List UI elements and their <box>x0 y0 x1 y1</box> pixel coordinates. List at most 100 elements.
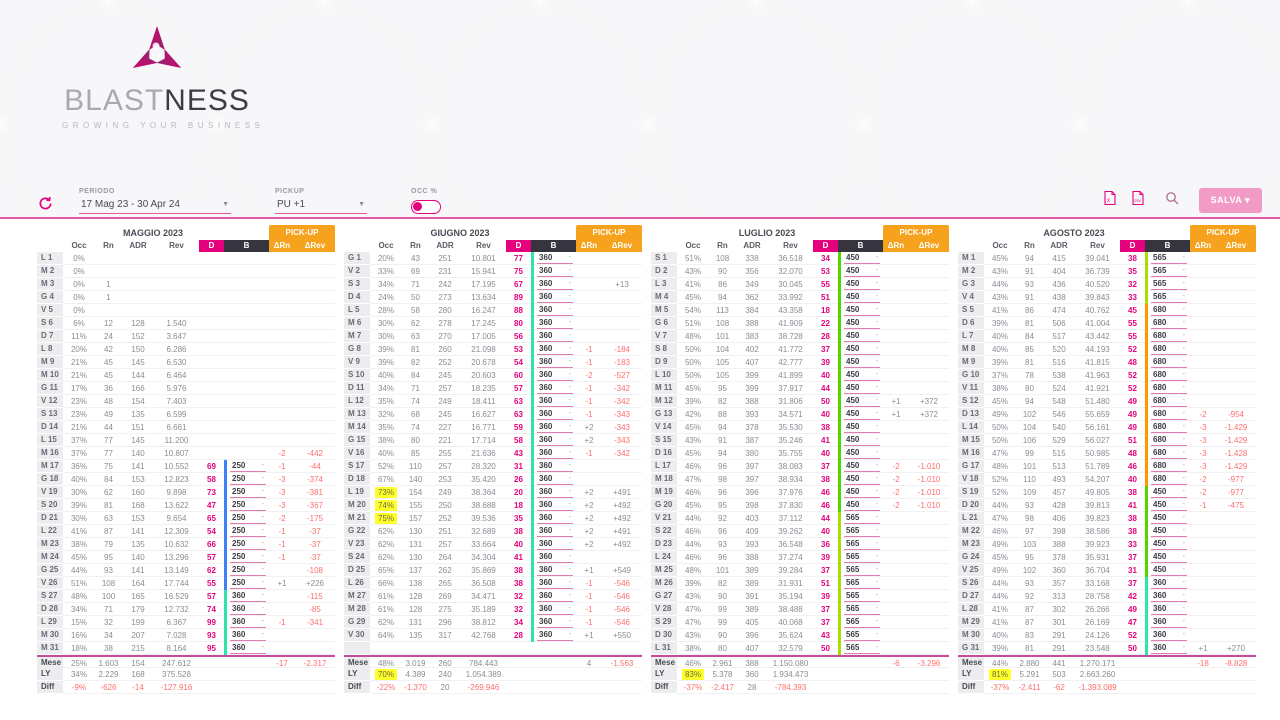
budget-input[interactable]: 360- <box>537 474 573 485</box>
budget-input[interactable]: 450- <box>1151 526 1187 537</box>
budget-input[interactable]: 450- <box>1151 487 1187 498</box>
budget-input[interactable]: 360- <box>537 292 573 303</box>
budget-input[interactable]: 360- <box>537 461 573 472</box>
budget-input[interactable]: 680- <box>1151 357 1187 368</box>
budget-input[interactable]: 360- <box>537 487 573 498</box>
budget-input[interactable]: 360- <box>1151 630 1187 641</box>
budget-input[interactable]: 360- <box>537 266 573 277</box>
budget-input[interactable]: 450- <box>844 370 880 381</box>
budget-input[interactable]: 450- <box>844 331 880 342</box>
budget-input[interactable]: 250- <box>230 526 266 537</box>
budget-input[interactable]: 360- <box>230 630 266 641</box>
budget-input[interactable]: 360- <box>537 591 573 602</box>
budget-input[interactable]: 360- <box>1151 591 1187 602</box>
budget-input[interactable]: 250- <box>230 500 266 511</box>
budget-input[interactable]: 450- <box>844 500 880 511</box>
budget-input[interactable]: 450- <box>844 448 880 459</box>
budget-input[interactable]: 360- <box>537 331 573 342</box>
budget-input[interactable]: 680- <box>1151 344 1187 355</box>
budget-input[interactable]: 450- <box>844 422 880 433</box>
budget-input[interactable]: 450- <box>844 253 880 264</box>
budget-input[interactable]: 450- <box>844 461 880 472</box>
budget-input[interactable]: 250- <box>230 487 266 498</box>
budget-input[interactable]: 360- <box>1151 604 1187 615</box>
budget-input[interactable]: 360- <box>537 448 573 459</box>
budget-input[interactable]: 680- <box>1151 396 1187 407</box>
budget-input[interactable]: 565- <box>1151 253 1187 264</box>
budget-input[interactable]: 360- <box>537 604 573 615</box>
budget-input[interactable]: 450- <box>1151 552 1187 563</box>
budget-input[interactable]: 360- <box>537 565 573 576</box>
budget-input[interactable]: 360- <box>1151 617 1187 628</box>
budget-input[interactable]: 250- <box>230 539 266 550</box>
excel-export-icon[interactable]: x <box>1103 190 1117 211</box>
budget-input[interactable]: 360- <box>537 422 573 433</box>
budget-input[interactable]: 360- <box>230 617 266 628</box>
budget-input[interactable]: 680- <box>1151 305 1187 316</box>
budget-input[interactable]: 360- <box>537 435 573 446</box>
budget-input[interactable]: 680- <box>1151 448 1187 459</box>
budget-input[interactable]: 360- <box>537 279 573 290</box>
budget-input[interactable]: 450- <box>844 292 880 303</box>
budget-input[interactable]: 360- <box>537 370 573 381</box>
budget-input[interactable]: 360- <box>230 604 266 615</box>
budget-input[interactable]: 565- <box>844 643 880 654</box>
budget-input[interactable]: 250- <box>230 513 266 524</box>
budget-input[interactable]: 360- <box>537 357 573 368</box>
budget-input[interactable]: 360- <box>537 552 573 563</box>
budget-input[interactable]: 565- <box>1151 266 1187 277</box>
budget-input[interactable]: 360- <box>537 383 573 394</box>
budget-input[interactable]: 680- <box>1151 474 1187 485</box>
budget-input[interactable]: 450- <box>1151 539 1187 550</box>
budget-input[interactable]: 360- <box>537 617 573 628</box>
budget-input[interactable]: 360- <box>537 630 573 641</box>
budget-input[interactable]: 565- <box>844 617 880 628</box>
budget-input[interactable]: 450- <box>844 344 880 355</box>
occ-toggle[interactable] <box>411 200 441 214</box>
budget-input[interactable]: 360- <box>537 344 573 355</box>
budget-input[interactable]: 680- <box>1151 435 1187 446</box>
budget-input[interactable]: 360- <box>537 500 573 511</box>
budget-input[interactable]: 360- <box>537 526 573 537</box>
budget-input[interactable]: 360- <box>1151 643 1187 654</box>
budget-input[interactable]: 680- <box>1151 383 1187 394</box>
budget-input[interactable]: 250- <box>230 474 266 485</box>
salva-button[interactable]: SALVA ▾ <box>1198 188 1262 213</box>
budget-input[interactable]: 360- <box>537 409 573 420</box>
budget-input[interactable]: 450- <box>844 474 880 485</box>
budget-input[interactable]: 250- <box>230 461 266 472</box>
budget-input[interactable]: 360- <box>537 318 573 329</box>
budget-input[interactable]: 450- <box>844 435 880 446</box>
budget-input[interactable]: 450- <box>844 357 880 368</box>
budget-input[interactable]: 565- <box>844 513 880 524</box>
budget-input[interactable]: 680- <box>1151 370 1187 381</box>
budget-input[interactable]: 250- <box>230 578 266 589</box>
budget-input[interactable]: 360- <box>230 643 266 654</box>
search-icon[interactable] <box>1165 191 1179 210</box>
budget-input[interactable]: 565- <box>1151 279 1187 290</box>
refresh-icon[interactable] <box>38 196 53 216</box>
budget-input[interactable]: 450- <box>844 487 880 498</box>
budget-input[interactable]: 680- <box>1151 422 1187 433</box>
budget-input[interactable]: 360- <box>230 591 266 602</box>
budget-input[interactable]: 450- <box>844 383 880 394</box>
budget-input[interactable]: 565- <box>844 526 880 537</box>
budget-input[interactable]: 565- <box>1151 292 1187 303</box>
budget-input[interactable]: 450- <box>844 305 880 316</box>
budget-input[interactable]: 565- <box>844 604 880 615</box>
budget-input[interactable]: 450- <box>844 318 880 329</box>
budget-input[interactable]: 680- <box>1151 318 1187 329</box>
pickup-select[interactable]: PU +1 ▼ <box>275 197 367 214</box>
budget-input[interactable]: 450- <box>1151 500 1187 511</box>
budget-input[interactable]: 565- <box>844 630 880 641</box>
csv-export-icon[interactable]: csv <box>1131 190 1145 211</box>
periodo-select[interactable]: 17 Mag 23 - 30 Apr 24 ▼ <box>79 197 231 214</box>
budget-input[interactable]: 250- <box>230 565 266 576</box>
budget-input[interactable]: 360- <box>537 305 573 316</box>
budget-input[interactable]: 360- <box>537 513 573 524</box>
budget-input[interactable]: 565- <box>844 591 880 602</box>
budget-input[interactable]: 565- <box>844 578 880 589</box>
budget-input[interactable]: 680- <box>1151 331 1187 342</box>
budget-input[interactable]: 450- <box>844 266 880 277</box>
budget-input[interactable]: 565- <box>844 565 880 576</box>
